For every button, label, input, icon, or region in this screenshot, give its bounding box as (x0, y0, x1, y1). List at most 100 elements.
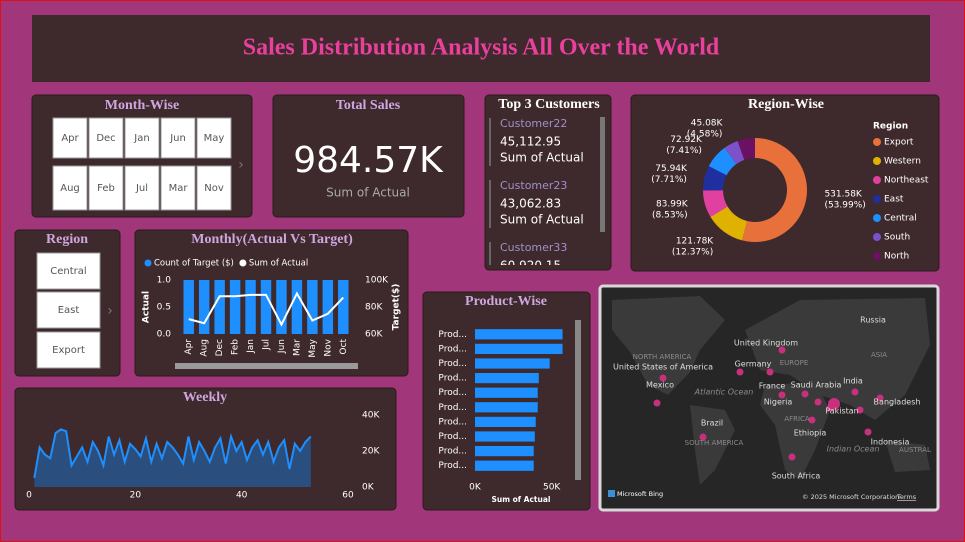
slicer-button[interactable] (88, 117, 124, 159)
legend-label[interactable]: Count of Target ($) (154, 259, 234, 269)
data-label: 83.99K (656, 199, 689, 209)
scrollbar[interactable] (175, 363, 358, 369)
donut-slice (703, 166, 727, 191)
legend-label[interactable]: North (884, 252, 909, 262)
y2-axis-title: Target($) (392, 284, 402, 331)
y-tick-label: Prod... (438, 359, 467, 369)
customer-label: Sum of Actual (500, 213, 584, 227)
chevron[interactable]: › (107, 303, 113, 319)
x-tick-label: 0 (26, 491, 32, 501)
slicer-button[interactable] (196, 165, 232, 211)
customer-list: Customer22 45,112.95 Sum of Actual Customer… (489, 117, 584, 265)
legend-label[interactable]: Sum of Actual (249, 259, 308, 269)
slicer-item[interactable]: Dec (96, 133, 115, 144)
x-tick-label: 50K (543, 483, 561, 493)
slicer-item[interactable]: Jun (169, 133, 186, 144)
legend-label[interactable]: Northeast (884, 176, 929, 186)
slicer-button[interactable] (88, 165, 124, 211)
x-tick-label: Nov (323, 338, 333, 356)
slicer-item[interactable]: Export (52, 345, 85, 356)
chevron[interactable]: › (238, 157, 244, 173)
map-label: Brazil (701, 419, 723, 428)
legend-label[interactable]: Central (884, 214, 917, 224)
map-bubble (856, 406, 864, 414)
y-tick-label: Prod... (438, 330, 467, 340)
chart-title: Weekly (183, 390, 227, 405)
map-bubble (778, 391, 786, 399)
data-label: (4.58%) (687, 130, 723, 140)
map-bubble (659, 374, 667, 382)
slicer-item[interactable]: Jul (135, 183, 148, 194)
slicer-item[interactable]: Mar (169, 183, 189, 194)
slicer-item[interactable]: Central (50, 266, 86, 277)
slicer-item[interactable]: Jan (133, 133, 149, 144)
land (885, 440, 930, 472)
bar (291, 280, 303, 334)
customer-value: 45,112.95 (500, 135, 561, 149)
region-chart-panel (630, 94, 940, 272)
bar (198, 280, 210, 334)
bing-logo (608, 490, 615, 497)
y-tick-label: Prod... (438, 403, 467, 413)
scrollbar[interactable] (575, 320, 581, 480)
land (760, 382, 830, 480)
map-label: SOUTH AMERICA (685, 439, 744, 447)
legend-marker (873, 214, 881, 222)
bar (229, 280, 241, 334)
y-tick-label: Prod... (438, 461, 467, 471)
legend-label[interactable]: East (884, 195, 904, 205)
slicer-item[interactable]: Apr (61, 133, 79, 144)
legend-marker (239, 259, 247, 267)
map-label: Indonesia (871, 438, 910, 447)
slicer-item[interactable]: May (204, 133, 225, 144)
slicer-button[interactable] (124, 117, 160, 159)
card-label: Sum of Actual (326, 186, 410, 200)
bar (475, 358, 550, 369)
data-label: (12.37%) (672, 248, 713, 258)
legend-label[interactable]: Export (884, 138, 914, 148)
legend-label[interactable]: Western (884, 157, 921, 167)
customer-name: Customer33 (500, 241, 567, 254)
donut-slice (710, 206, 748, 241)
map-terms[interactable]: Terms (896, 493, 917, 501)
slicer-item[interactable]: Feb (97, 183, 115, 194)
slicer-button[interactable] (124, 165, 160, 211)
legend-marker (873, 195, 881, 203)
x-tick-label: Apr (184, 339, 194, 355)
data-label: (7.71%) (651, 175, 687, 185)
slicer-item[interactable]: East (58, 305, 80, 316)
slicer-button[interactable] (36, 331, 101, 369)
scrollbar[interactable] (600, 117, 605, 232)
y-tick-label: Prod... (438, 417, 467, 427)
land (612, 296, 725, 395)
y-tick-label: Prod... (438, 432, 467, 442)
data-label: 121.78K (676, 237, 714, 247)
slicer-item[interactable]: Nov (204, 183, 224, 194)
slicer-item[interactable]: Aug (60, 183, 80, 194)
slicer-button[interactable] (196, 117, 232, 159)
x-tick-label: Aug (200, 339, 210, 357)
slicer-button[interactable] (36, 252, 101, 290)
legend-label[interactable]: South (884, 233, 910, 243)
bar (475, 402, 538, 413)
x-tick-label: 60 (342, 491, 354, 501)
slicer-button[interactable] (52, 117, 88, 159)
bar (475, 343, 563, 355)
page-title: Sales Distribution Analysis All Over the… (243, 35, 720, 61)
panel-title: Top 3 Customers (498, 97, 600, 112)
map-bubble (653, 399, 661, 407)
land (745, 298, 930, 420)
donut-slice (708, 147, 737, 176)
map-bubble (778, 346, 786, 354)
slicer-button[interactable] (36, 291, 101, 329)
x-tick-label: Feb (231, 339, 241, 355)
slicer-button[interactable] (160, 165, 196, 211)
legend-marker (873, 233, 881, 241)
slicer-button[interactable] (160, 117, 196, 159)
bar (322, 280, 334, 334)
data-label: (7.41%) (666, 146, 702, 156)
title-box (32, 15, 930, 82)
map-label: United States of America (613, 363, 713, 372)
bar (183, 280, 194, 334)
slicer-button[interactable] (52, 165, 88, 211)
